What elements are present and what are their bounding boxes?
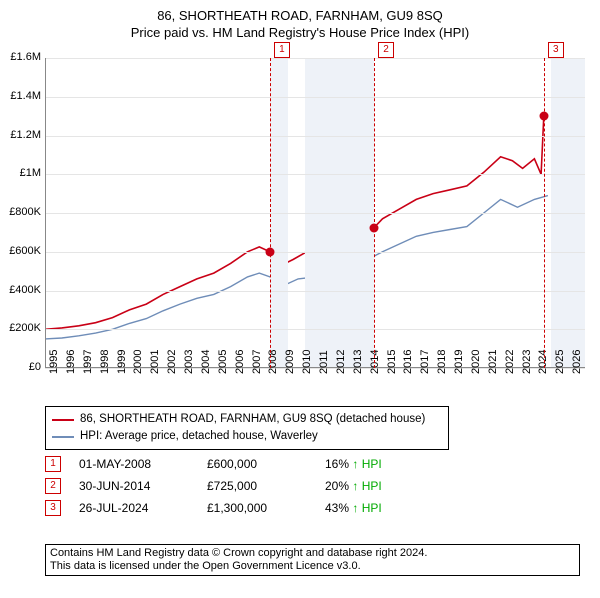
x-axis-label: 2005 bbox=[217, 350, 229, 374]
chart-title: 86, SHORTHEATH ROAD, FARNHAM, GU9 8SQ bbox=[0, 8, 600, 23]
x-axis-label: 2001 bbox=[149, 350, 161, 374]
x-axis-label: 2026 bbox=[571, 350, 583, 374]
x-axis-label: 2003 bbox=[183, 350, 195, 374]
x-axis-label: 2015 bbox=[386, 350, 398, 374]
sales-table: 1 01-MAY-2008 £600,000 16% ↑ HPI 2 30-JUN-201… bbox=[45, 456, 382, 522]
gridline-h bbox=[45, 174, 585, 175]
sales-price: £1,300,000 bbox=[207, 501, 307, 515]
x-axis-label: 2011 bbox=[318, 350, 330, 374]
gridline-h bbox=[45, 291, 585, 292]
sales-date: 01-MAY-2008 bbox=[79, 457, 189, 471]
x-axis-label: 2012 bbox=[335, 350, 347, 374]
sales-marker: 1 bbox=[45, 456, 61, 472]
gridline-h bbox=[45, 136, 585, 137]
x-axis-label: 2021 bbox=[487, 350, 499, 374]
x-axis-label: 2022 bbox=[504, 350, 516, 374]
event-marker-3: 3 bbox=[548, 42, 564, 58]
sales-row: 2 30-JUN-2014 £725,000 20% ↑ HPI bbox=[45, 478, 382, 494]
x-axis-label: 1998 bbox=[99, 350, 111, 374]
y-axis-label: £0 bbox=[5, 361, 41, 373]
x-axis-label: 2013 bbox=[352, 350, 364, 374]
legend-box: 86, SHORTHEATH ROAD, FARNHAM, GU9 8SQ (d… bbox=[45, 406, 449, 450]
sale-dot bbox=[539, 112, 548, 121]
license-line-2: This data is licensed under the Open Gov… bbox=[50, 560, 575, 573]
sales-row: 3 26-JUL-2024 £1,300,000 43% ↑ HPI bbox=[45, 500, 382, 516]
x-axis-label: 2023 bbox=[521, 350, 533, 374]
x-axis-label: 2016 bbox=[402, 350, 414, 374]
chart-plot-area: £0£200K£400K£600K£800K£1M£1.2M£1.4M£1.6M… bbox=[45, 58, 585, 368]
y-axis-label: £800K bbox=[5, 206, 41, 218]
legend-row-red: 86, SHORTHEATH ROAD, FARNHAM, GU9 8SQ (d… bbox=[52, 411, 442, 428]
x-axis-label: 2000 bbox=[132, 350, 144, 374]
y-axis-label: £200K bbox=[5, 322, 41, 334]
gridline-h bbox=[45, 329, 585, 330]
x-axis-label: 2025 bbox=[554, 350, 566, 374]
event-vline bbox=[544, 58, 545, 368]
legend-swatch-red bbox=[52, 419, 74, 421]
y-axis-label: £400K bbox=[5, 284, 41, 296]
event-marker-1: 1 bbox=[274, 42, 290, 58]
sales-price: £600,000 bbox=[207, 457, 307, 471]
sales-marker: 3 bbox=[45, 500, 61, 516]
sales-pct: 16% ↑ HPI bbox=[325, 457, 382, 471]
x-axis-label: 2006 bbox=[234, 350, 246, 374]
x-axis-label: 1999 bbox=[116, 350, 128, 374]
gridline-h bbox=[45, 252, 585, 253]
x-axis-label: 2007 bbox=[251, 350, 263, 374]
x-axis-label: 1996 bbox=[65, 350, 77, 374]
y-axis-label: £1M bbox=[5, 167, 41, 179]
legend-label-blue: HPI: Average price, detached house, Wave… bbox=[80, 428, 318, 445]
sales-row: 1 01-MAY-2008 £600,000 16% ↑ HPI bbox=[45, 456, 382, 472]
sale-dot bbox=[370, 223, 379, 232]
gridline-h bbox=[45, 58, 585, 59]
x-axis-label: 2020 bbox=[470, 350, 482, 374]
x-axis-label: 2017 bbox=[419, 350, 431, 374]
y-axis-label: £1.6M bbox=[5, 51, 41, 63]
x-axis-label: 2004 bbox=[200, 350, 212, 374]
x-axis-label: 1997 bbox=[82, 350, 94, 374]
x-axis-label: 2010 bbox=[301, 350, 313, 374]
sales-pct: 43% ↑ HPI bbox=[325, 501, 382, 515]
sale-dot bbox=[265, 247, 274, 256]
license-box: Contains HM Land Registry data © Crown c… bbox=[45, 544, 580, 576]
x-axis-label: 2002 bbox=[166, 350, 178, 374]
legend-label-red: 86, SHORTHEATH ROAD, FARNHAM, GU9 8SQ (d… bbox=[80, 411, 425, 428]
sales-price: £725,000 bbox=[207, 479, 307, 493]
x-axis-label: 2019 bbox=[453, 350, 465, 374]
event-vline bbox=[270, 58, 271, 368]
gridline-h bbox=[45, 97, 585, 98]
x-axis-label: 1995 bbox=[48, 350, 60, 374]
event-marker-2: 2 bbox=[378, 42, 394, 58]
license-line-1: Contains HM Land Registry data © Crown c… bbox=[50, 547, 575, 560]
series_blue bbox=[45, 196, 548, 339]
chart-subtitle: Price paid vs. HM Land Registry's House … bbox=[0, 25, 600, 40]
sales-marker: 2 bbox=[45, 478, 61, 494]
legend-swatch-blue bbox=[52, 436, 74, 438]
sales-date: 26-JUL-2024 bbox=[79, 501, 189, 515]
event-vline bbox=[374, 58, 375, 368]
y-axis-label: £600K bbox=[5, 245, 41, 257]
y-axis-label: £1.2M bbox=[5, 129, 41, 141]
x-axis-label: 2009 bbox=[284, 350, 296, 374]
series_red bbox=[45, 116, 544, 329]
x-axis-label: 2018 bbox=[436, 350, 448, 374]
y-axis-label: £1.4M bbox=[5, 90, 41, 102]
legend-row-blue: HPI: Average price, detached house, Wave… bbox=[52, 428, 442, 445]
sales-pct: 20% ↑ HPI bbox=[325, 479, 382, 493]
sales-date: 30-JUN-2014 bbox=[79, 479, 189, 493]
gridline-h bbox=[45, 213, 585, 214]
